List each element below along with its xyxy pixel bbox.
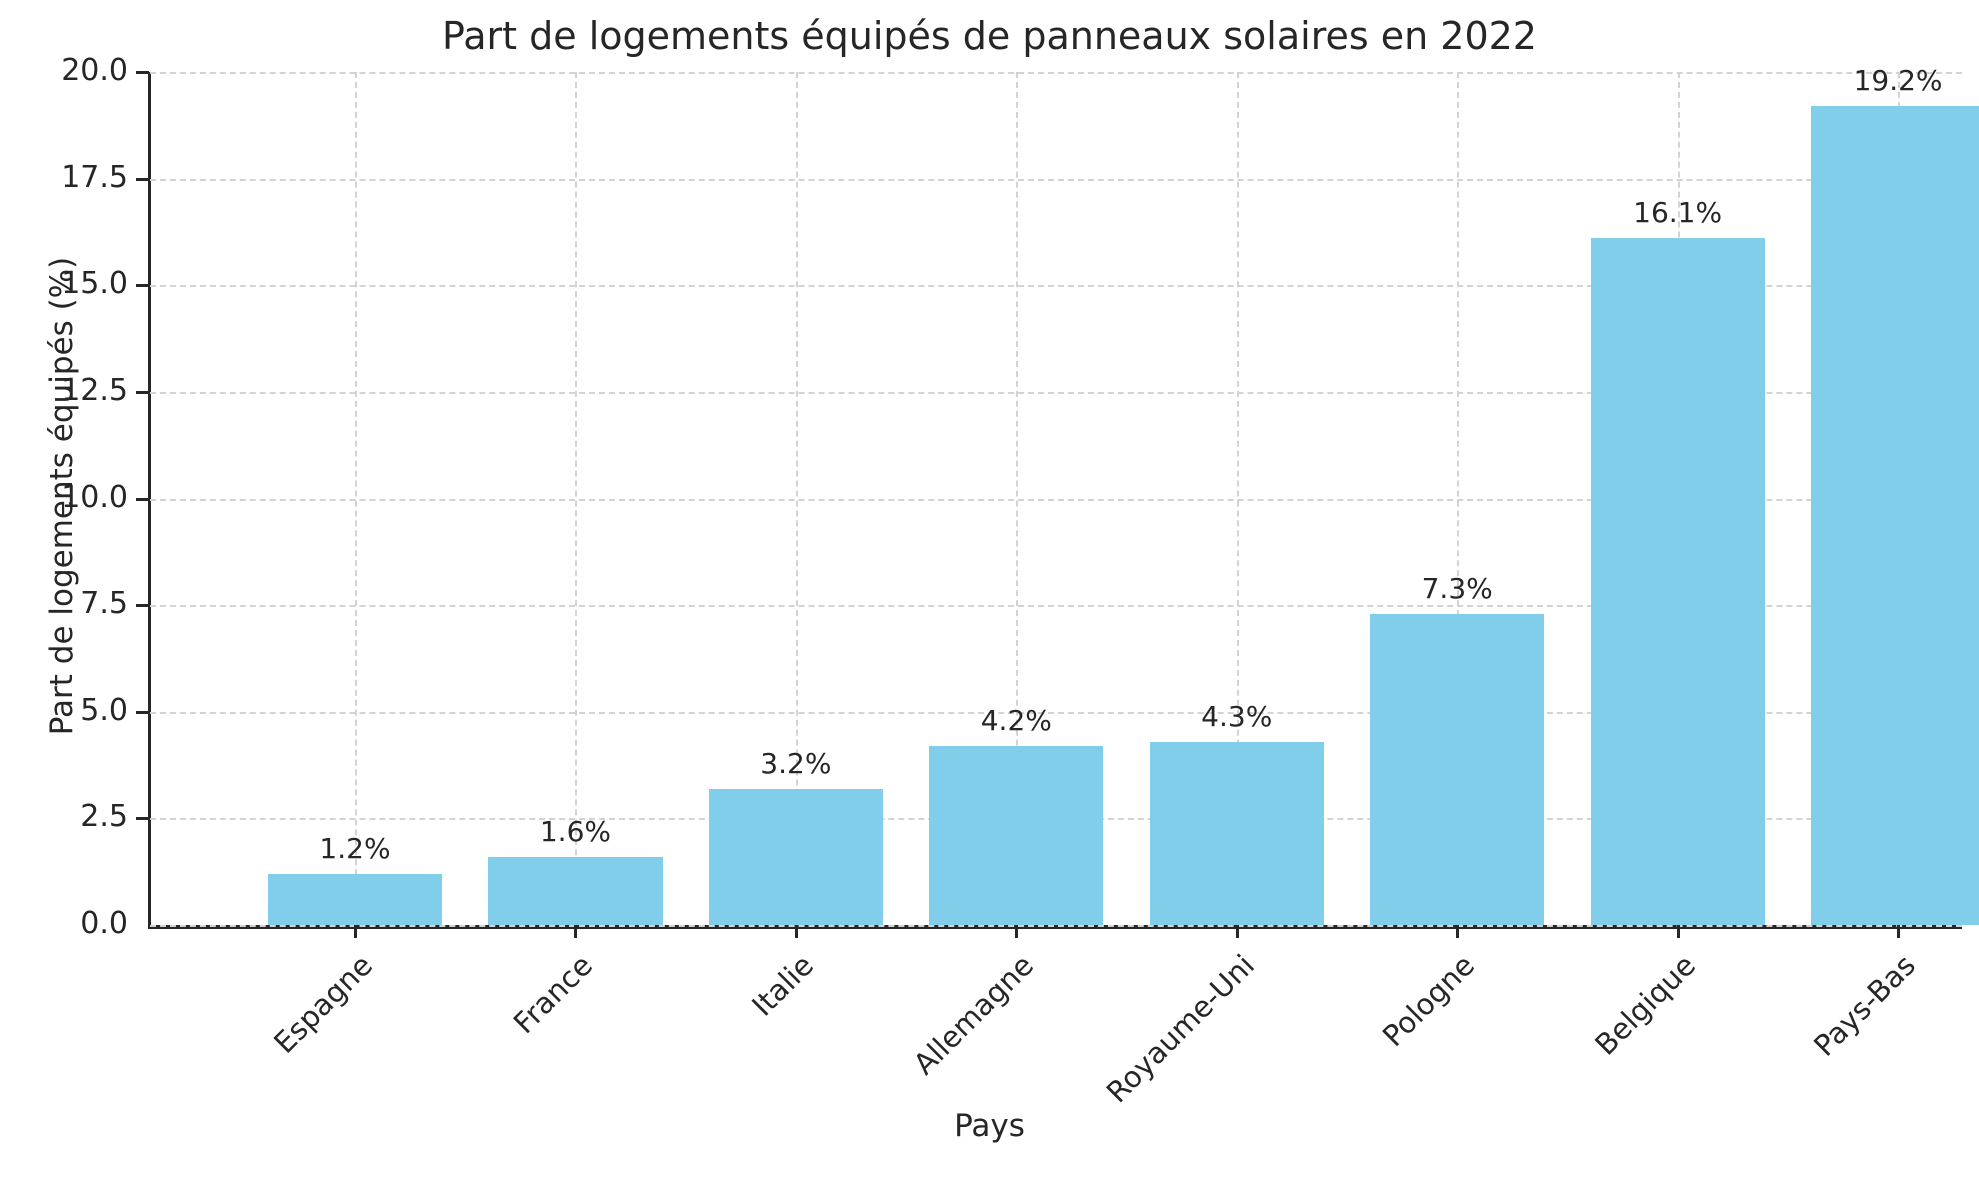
x-axis-tick-mark xyxy=(1456,925,1460,938)
y-axis-tick-mark xyxy=(136,284,149,288)
bar-value-label: 7.3% xyxy=(1421,571,1493,605)
bar-value-label: 3.2% xyxy=(760,746,832,780)
y-axis-tick-label: 12.5 xyxy=(61,372,128,408)
y-axis-tick-label: 5.0 xyxy=(80,692,128,728)
x-axis-tick-mark xyxy=(1897,925,1901,938)
bar-france[interactable] xyxy=(488,856,663,925)
bar-pologne[interactable] xyxy=(1370,613,1545,925)
y-axis-tick-label: 10.0 xyxy=(61,479,128,515)
x-axis-tick-mark xyxy=(1235,925,1239,938)
gridline-vertical xyxy=(575,72,578,925)
y-axis-tick-label: 7.5 xyxy=(80,586,128,622)
gridline-horizontal xyxy=(150,72,1962,74)
bar-espagne[interactable] xyxy=(267,873,443,925)
bar-value-label: 1.6% xyxy=(539,814,611,848)
bar-value-label: 16.1% xyxy=(1633,196,1723,230)
y-axis-tick-label: 17.5 xyxy=(61,159,128,195)
y-axis-tick-mark xyxy=(136,604,149,608)
bar-value-label: 4.3% xyxy=(1201,699,1273,733)
y-axis-tick-mark xyxy=(136,817,149,821)
bar-value-label: 19.2% xyxy=(1853,64,1943,98)
bar-allemagne[interactable] xyxy=(929,745,1104,925)
x-axis-spine xyxy=(148,925,1962,929)
x-axis-tick-label-espagne: Espagne xyxy=(267,948,380,1060)
bar-italie[interactable] xyxy=(708,788,883,925)
y-axis-tick-mark xyxy=(136,390,149,394)
y-axis-tick-mark xyxy=(136,497,149,501)
x-axis-tick-mark xyxy=(794,925,798,938)
gridline-horizontal xyxy=(150,178,1962,181)
y-axis-tick-label: 15.0 xyxy=(61,266,128,302)
x-axis-tick-mark xyxy=(574,925,578,938)
y-axis-title: Part de logements équipés (%) xyxy=(44,256,80,736)
y-axis-tick-mark xyxy=(136,177,149,181)
bar-royaume-uni[interactable] xyxy=(1149,741,1324,925)
gridline-vertical xyxy=(355,72,357,925)
y-axis-tick-label: 20.0 xyxy=(61,53,128,88)
y-axis-tick-mark xyxy=(136,710,149,714)
bar-pays-bas[interactable] xyxy=(1811,106,1979,925)
y-axis-spine xyxy=(148,72,151,928)
x-axis-tick-mark xyxy=(1015,925,1019,938)
y-axis-tick-label: 2.5 xyxy=(80,799,128,835)
x-axis-tick-mark xyxy=(1676,925,1680,938)
y-axis-tick-label: 0.0 xyxy=(80,906,128,941)
bar-belgique[interactable] xyxy=(1590,238,1765,925)
x-axis-tick-mark xyxy=(354,925,357,938)
chart-title: Part de logements équipés de panneaux so… xyxy=(442,14,1537,58)
x-axis-title: Pays xyxy=(954,1108,1025,1144)
y-axis-tick-mark xyxy=(136,71,149,74)
bar-value-label: 1.2% xyxy=(319,831,391,865)
bar-value-label: 4.2% xyxy=(980,703,1052,737)
